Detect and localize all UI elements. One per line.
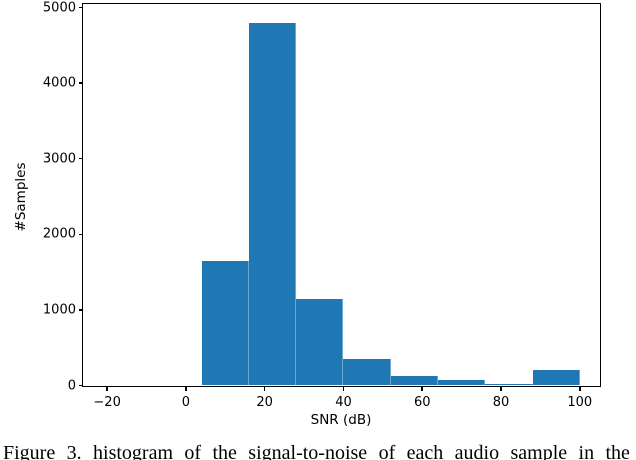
- figure-caption: Figure 3. histogram of the signal-to-noi…: [3, 442, 630, 460]
- histogram-bar: [343, 359, 391, 386]
- histogram-bar: [390, 376, 438, 386]
- x-tick-label: 80: [492, 395, 510, 410]
- x-tick-mark: [185, 387, 187, 391]
- histogram-bar: [248, 22, 297, 386]
- histogram-bar: [485, 383, 533, 386]
- y-tick-mark: [78, 233, 83, 236]
- x-tick-mark: [579, 387, 581, 391]
- histogram-bar: [296, 298, 344, 386]
- y-tick-label: 0: [67, 378, 76, 393]
- x-tick-label: 100: [567, 395, 593, 410]
- y-tick-mark: [78, 309, 83, 311]
- y-tick-label: 5000: [42, 0, 76, 16]
- x-tick-label: 40: [335, 395, 352, 410]
- x-tick-mark: [500, 387, 502, 391]
- x-tick-label: −20: [93, 395, 121, 410]
- y-tick-mark: [78, 157, 83, 160]
- y-tick-mark: [78, 82, 83, 84]
- x-tick-mark: [263, 387, 266, 391]
- x-tick-mark: [342, 387, 345, 391]
- y-tick-label: 4000: [42, 75, 76, 91]
- x-tick-label: 20: [256, 395, 273, 410]
- histogram-bar: [438, 380, 486, 386]
- y-tick-mark: [78, 6, 83, 9]
- y-tick-label: 1000: [42, 302, 76, 318]
- x-tick-mark: [106, 387, 108, 391]
- y-axis-label: #Samples: [13, 162, 29, 232]
- x-tick-label: 0: [181, 395, 191, 410]
- histogram-bar: [201, 260, 249, 386]
- y-tick-label: 3000: [42, 151, 76, 167]
- x-tick-mark: [421, 387, 423, 391]
- x-tick-label: 60: [413, 395, 431, 410]
- histogram-bar: [532, 370, 580, 386]
- x-axis-label: SNR (dB): [310, 412, 372, 428]
- y-tick-label: 2000: [42, 226, 76, 242]
- y-tick-mark: [78, 384, 83, 387]
